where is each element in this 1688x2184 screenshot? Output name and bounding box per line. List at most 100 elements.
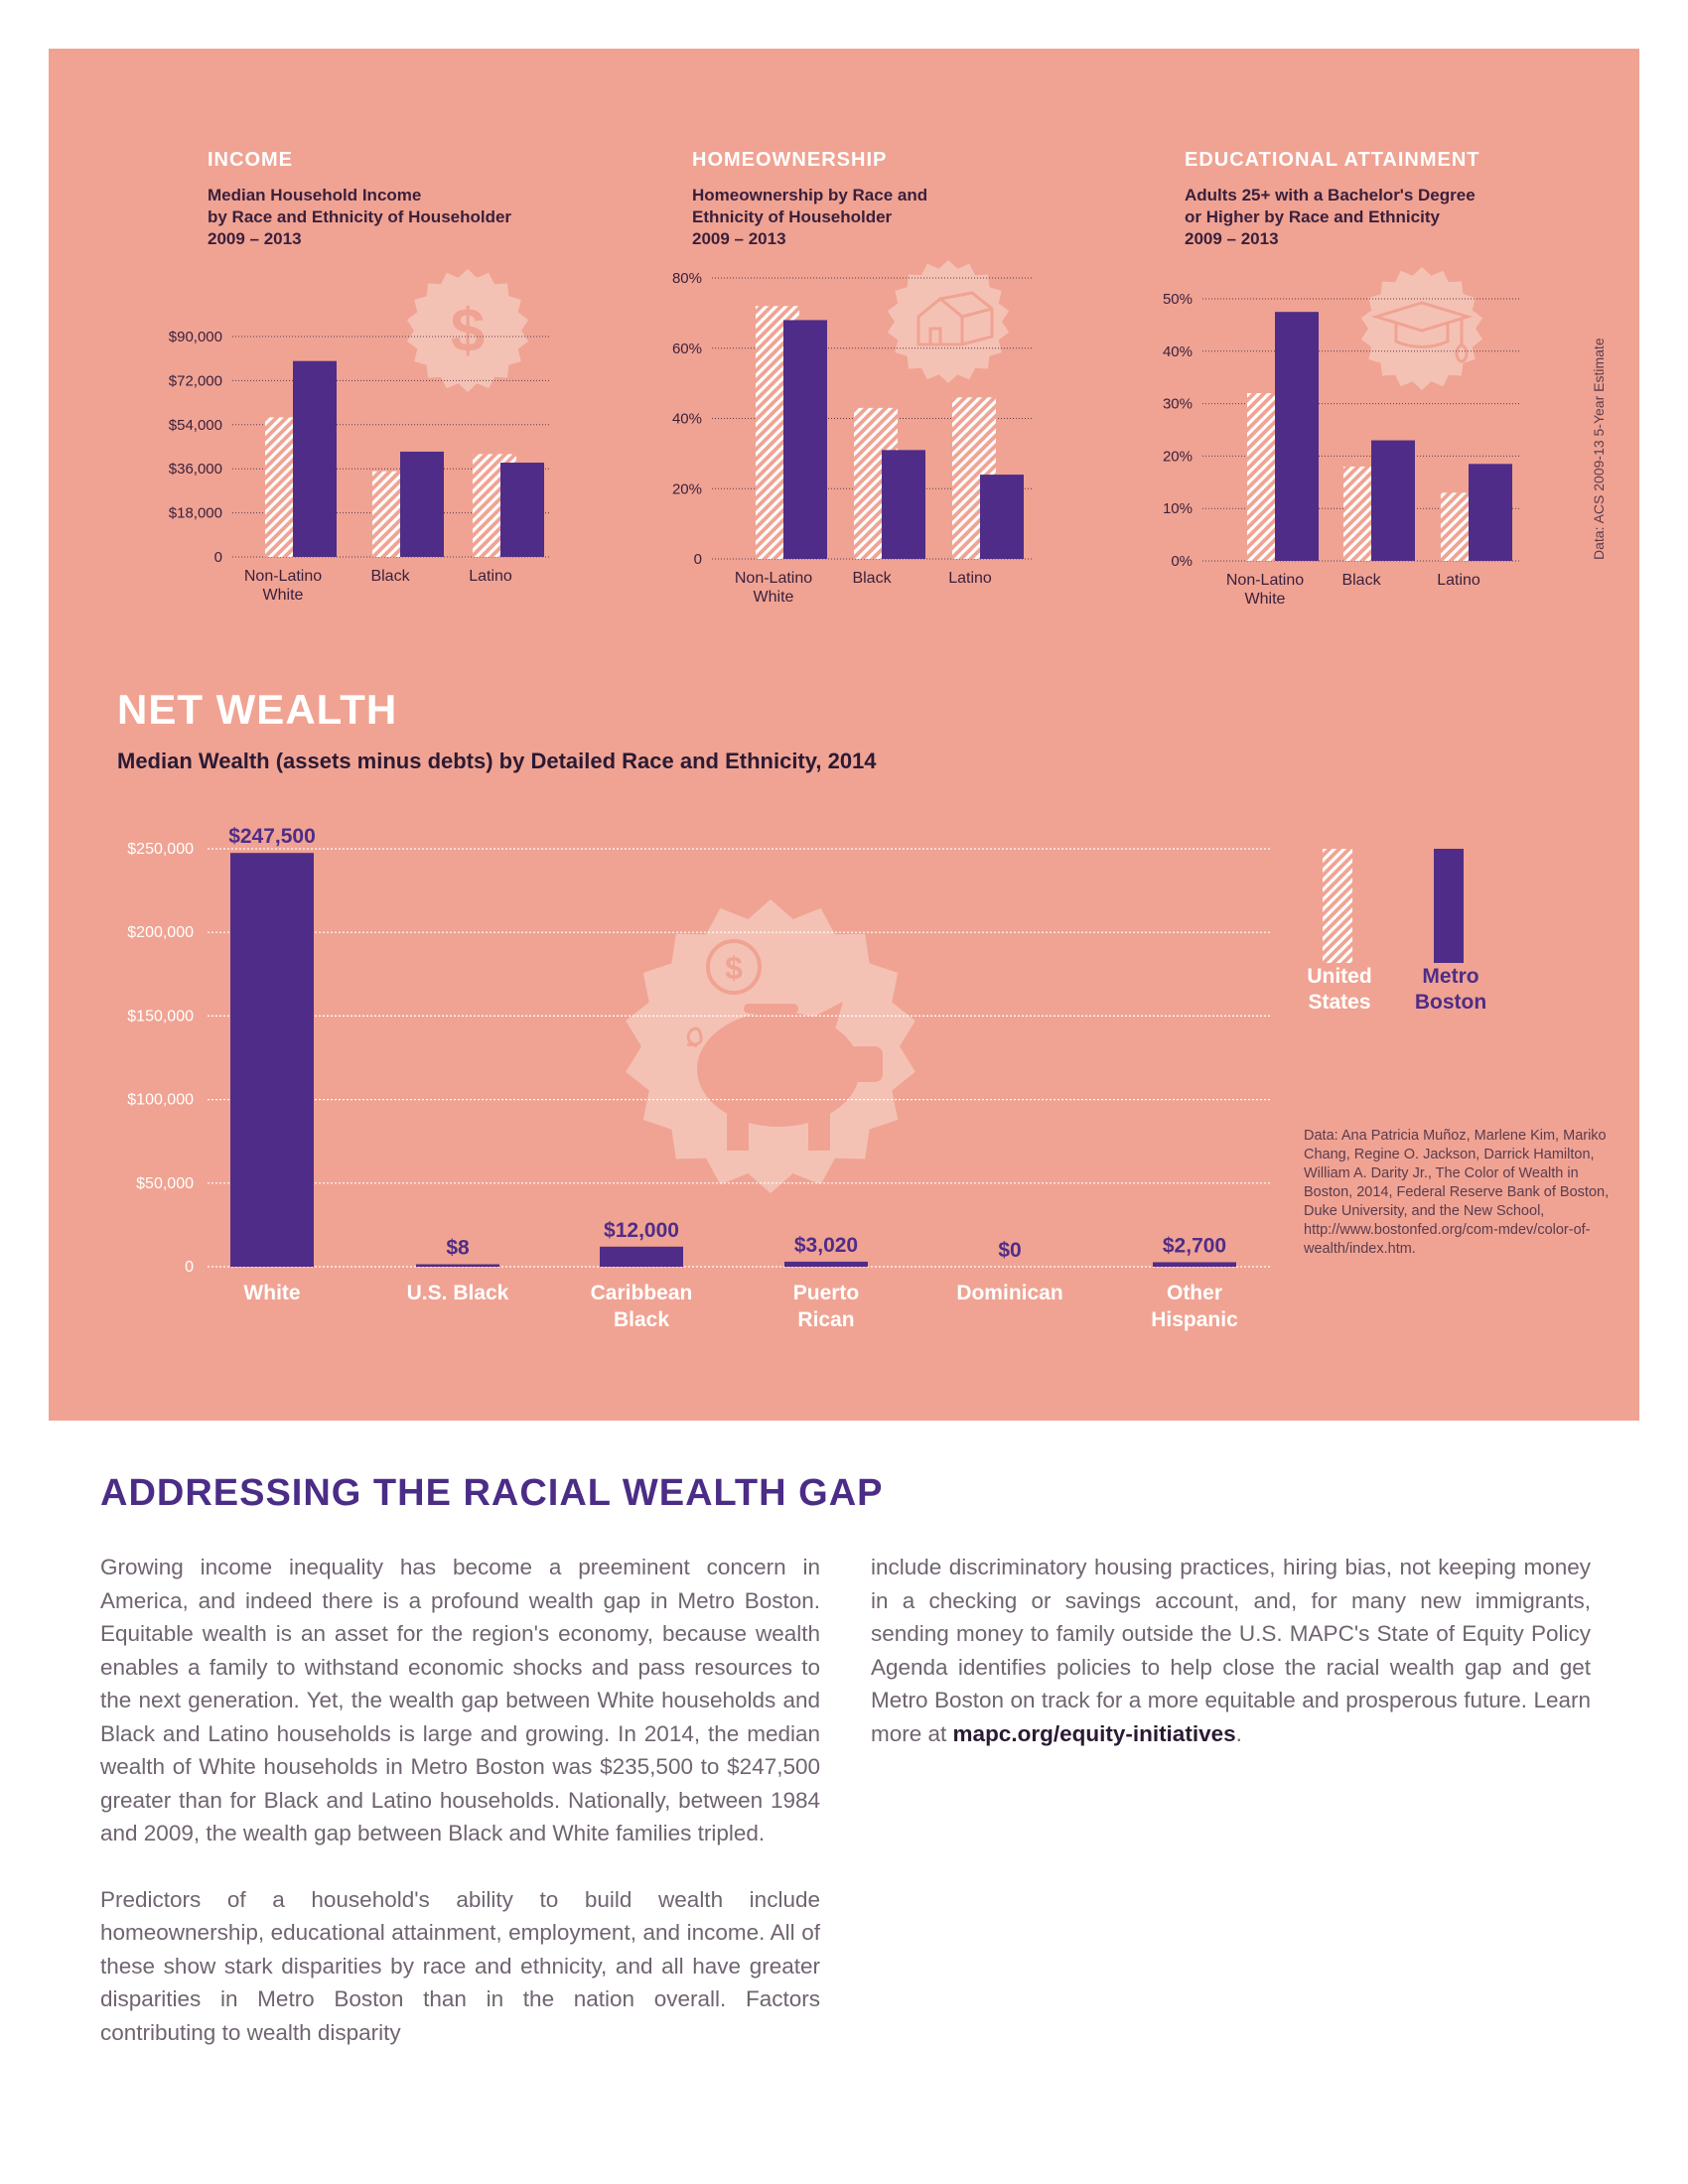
article-paragraph-text: include discriminatory housing practices… <box>871 1555 1591 1746</box>
y-tick-label: 0 <box>694 551 702 568</box>
dollar-icon-badge <box>406 269 529 392</box>
acs-source-note: Data: ACS 2009-13 5-Year Estimate <box>1591 338 1607 560</box>
article-column-left: Growing income inequality has become a p… <box>100 1551 820 2082</box>
x-category-label: Black <box>370 568 410 585</box>
y-tick-label: $250,000 <box>127 841 194 858</box>
x-category-label: U.S. Black <box>407 1282 509 1304</box>
x-category-label: White <box>754 589 794 606</box>
y-tick-label: 30% <box>1163 396 1193 413</box>
homeownership-subtitle-line: Homeownership by Race and <box>692 186 928 205</box>
data-label: $2,700 <box>1163 1234 1226 1257</box>
x-category-label: White <box>263 587 304 604</box>
homeownership-chart: 0 20% 40% 60% 80% Non-Latino White Black Latino <box>672 270 1032 606</box>
graduation-cap-icon-badge <box>1360 267 1483 390</box>
house-icon-badge <box>887 260 1010 383</box>
bar-metro <box>416 1264 499 1267</box>
x-category-label: Black <box>852 570 892 587</box>
y-tick-label: $90,000 <box>169 329 222 345</box>
bar-metro <box>1275 312 1319 561</box>
homeownership-subtitle: Homeownership by Race and Ethnicity of H… <box>692 185 927 250</box>
legend-label-line: States <box>1308 991 1371 1014</box>
x-category-label: Puerto <box>793 1282 860 1304</box>
x-category-label: White <box>1245 591 1286 608</box>
x-category-label: Non-Latino <box>735 570 812 587</box>
bar-metro <box>600 1246 683 1267</box>
education-subtitle-line: 2009 – 2013 <box>1185 229 1279 248</box>
net-wealth-subtitle: Median Wealth (assets minus debts) by De… <box>117 749 877 773</box>
graduation-cap-icon <box>1370 301 1474 363</box>
house-icon <box>916 291 994 346</box>
education-subtitle: Adults 25+ with a Bachelor's Degree or H… <box>1185 185 1476 250</box>
bar-metro <box>500 463 544 557</box>
y-tick-label: 0 <box>214 549 222 566</box>
legend-swatch-metro <box>1434 849 1464 963</box>
y-tick-label: 40% <box>672 411 702 428</box>
income-title: INCOME <box>208 149 293 171</box>
article-paragraph: Growing income inequality has become a p… <box>100 1555 820 1845</box>
data-label: $247,500 <box>228 825 316 848</box>
equity-initiatives-link[interactable]: mapc.org/equity-initiatives <box>952 1720 1236 1746</box>
x-category-label: White <box>243 1282 300 1304</box>
data-label: $8 <box>446 1237 470 1260</box>
x-category-label: Hispanic <box>1151 1308 1238 1331</box>
y-tick-label: 60% <box>672 341 702 357</box>
income-subtitle-line: 2009 – 2013 <box>208 229 302 248</box>
education-subtitle-line: or Higher by Race and Ethnicity <box>1185 207 1440 226</box>
homeownership-subtitle-line: 2009 – 2013 <box>692 229 786 248</box>
x-category-label: Dominican <box>956 1282 1062 1304</box>
coin-outline <box>706 939 762 995</box>
bar-metro <box>783 320 827 559</box>
y-tick-label: $100,000 <box>127 1092 194 1109</box>
bar-metro <box>980 475 1024 559</box>
x-category-label: Rican <box>797 1308 854 1331</box>
education-chart: 0% 10% 20% 30% 40% 50% Non-Latino White Black Lat… <box>1163 291 1520 608</box>
net-wealth-source-note: Data: Ana Patricia Muñoz, Marlene Kim, M… <box>1304 1128 1610 1257</box>
x-category-label: Non-Latino <box>1226 572 1304 589</box>
y-tick-label: 0% <box>1171 553 1193 570</box>
x-category-label: Non-Latino <box>244 568 322 585</box>
bar-metro <box>293 360 337 557</box>
legend-label-metro: Metro Boston <box>1391 964 1510 1016</box>
y-tick-label: 20% <box>1163 448 1193 465</box>
x-category-label: Black <box>614 1308 669 1331</box>
infographic-panel: $ $ 0 $18,000 $36,000 $54,000 $72,000 $90,000 N… <box>49 49 1639 1421</box>
bar-metro <box>1371 440 1415 561</box>
pig-tail <box>686 1026 703 1048</box>
y-tick-label: $200,000 <box>127 924 194 941</box>
y-tick-label: 0 <box>185 1259 194 1276</box>
article-title: ADDRESSING THE RACIAL WEALTH GAP <box>100 1472 884 1514</box>
pig-ear <box>808 1002 843 1036</box>
education-subtitle-line: Adults 25+ with a Bachelor's Degree <box>1185 186 1476 205</box>
x-category-label: Latino <box>1437 572 1480 589</box>
y-tick-label: 50% <box>1163 291 1193 308</box>
x-category-label: Latino <box>469 568 512 585</box>
x-category-label: Black <box>1341 572 1381 589</box>
article-paragraph-end: . <box>1235 1720 1242 1746</box>
legend-label-line: United <box>1307 965 1372 988</box>
house-outline <box>916 291 994 346</box>
pig-slot <box>744 1004 798 1014</box>
y-tick-label: $36,000 <box>169 461 222 478</box>
coin-dollar: $ <box>725 950 743 986</box>
homeownership-subtitle-line: Ethnicity of Householder <box>692 207 893 226</box>
income-chart: 0 $18,000 $36,000 $54,000 $72,000 $90,000 Non-… <box>169 329 550 604</box>
income-subtitle-line: Median Household Income <box>208 186 422 205</box>
net-wealth-title: NET WEALTH <box>117 686 398 733</box>
bar-metro <box>1469 464 1512 561</box>
legend-swatch-us <box>1323 849 1352 963</box>
y-tick-label: 40% <box>1163 343 1193 360</box>
pig-body <box>697 1012 860 1127</box>
y-tick-label: 20% <box>672 480 702 497</box>
y-tick-label: $54,000 <box>169 417 222 434</box>
bar-metro <box>230 853 314 1267</box>
net-wealth-chart: 0 $50,000 $100,000 $150,000 $200,000 $250,000… <box>127 825 1464 1331</box>
legend-label-us: United States <box>1280 964 1399 1016</box>
y-tick-label: 80% <box>672 270 702 287</box>
article-column-right: include discriminatory housing practices… <box>871 1551 1591 1750</box>
data-label: $12,000 <box>604 1219 679 1242</box>
piggy-bank-icon: $ <box>686 939 883 1151</box>
legend-label-line: Boston <box>1414 991 1487 1014</box>
dollar-glyph: $ <box>451 297 485 365</box>
y-tick-label: $50,000 <box>136 1175 194 1192</box>
y-tick-label: $18,000 <box>169 505 222 522</box>
